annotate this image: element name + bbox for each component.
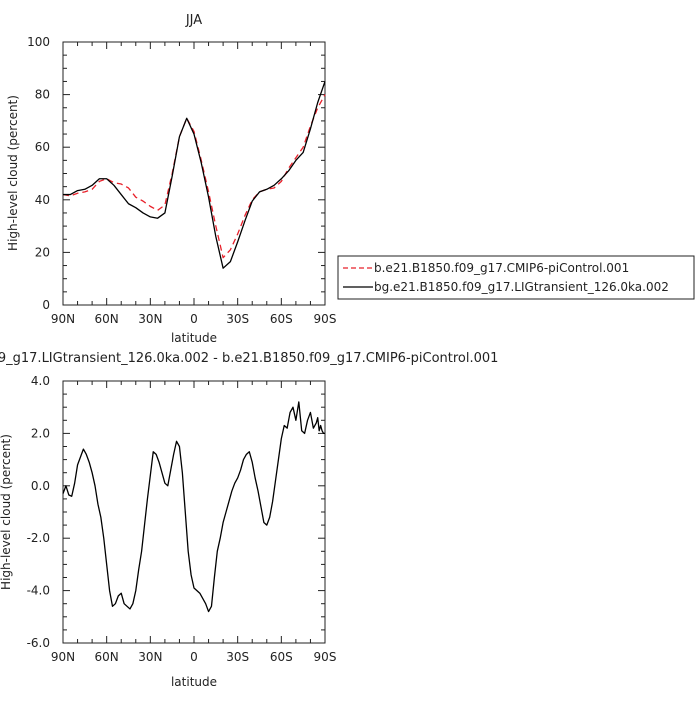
panel-top-y-axis-title: High-level cloud (percent) [6,95,20,251]
panel-bottom-y-axis-title: High-level cloud (percent) [0,434,13,590]
panel-bottom-x-tick-label: 30N [138,650,162,664]
panel-top-series-line-2 [63,81,326,269]
panel-bottom-series-line-1 [62,401,325,613]
panel-top-y-tick-label: 20 [35,245,50,259]
panel-bottom-series [62,401,325,613]
panel-bottom-x-tick-label: 30S [226,650,249,664]
panel-bottom-x-tick-label: 60S [270,650,293,664]
panel-top-y-tick-label: 80 [35,88,50,102]
panel-top-y-tick-label: 60 [35,140,50,154]
panel-bottom-title: bg.e21.B1850.f09_g17.LIGtransient_126.0k… [0,351,498,366]
panel-bottom-y-tick-label: -4.0 [27,584,50,598]
panel-bottom-y-tick-label: -6.0 [27,636,50,650]
panel-top-y-tick-label: 100 [27,35,50,49]
panel-top-x-tick-label: 30N [138,312,162,326]
panel-top-x-tick-label: 90S [314,312,337,326]
legend-label-lig: bg.e21.B1850.f09_g17.LIGtransient_126.0k… [374,280,669,294]
panel-bottom-x-tick-label: 90N [51,650,75,664]
panel-top-title: JJA [185,13,202,28]
panel-top-series-line-1 [62,94,326,259]
panel-bottom: bg.e21.B1850.f09_g17.LIGtransient_126.0k… [0,351,498,689]
panel-bottom-x-axis-title: latitude [171,675,217,689]
panel-bottom-x-tick-label: 0 [190,650,198,664]
panel-bottom-y-tick-label: -2.0 [27,531,50,545]
panel-bottom-x-tick-label: 90S [314,650,337,664]
panel-bottom-y-tick-label: 0.0 [31,479,50,493]
panel-top-y-tick-label: 40 [35,193,50,207]
panel-bottom-plot-frame [62,380,326,644]
panel-top-x-tick-label: 0 [190,312,198,326]
panel-bottom-y-tick-label: 2.0 [31,426,50,440]
panel-bottom-y-tick-label: 4.0 [31,374,50,388]
panel-bottom-x-tick-label: 60N [95,650,119,664]
panel-top-x-axis-title: latitude [171,331,217,345]
panel-bottom-axes: 90N 60N 30N 0 30S 60S 90S -6.0 -4.0 -2.0 0.0 2.0 4.0 [27,374,337,664]
panel-top-series [62,81,326,269]
legend: b.e21.B1850.f09_g17.CMIP6-piControl.001 … [337,255,695,300]
panel-top-x-tick-label: 30S [226,312,249,326]
panel-top: JJA 90N 60N 30N 0 30S 60S 90S 0 20 40 60 80 100 lati… [6,13,336,345]
legend-box [337,255,695,300]
panel-top-x-tick-label: 60S [270,312,293,326]
panel-top-x-tick-label: 60N [95,312,119,326]
panel-top-x-tick-label: 90N [51,312,75,326]
panel-top-y-tick-label: 0 [42,298,50,312]
legend-label-control: b.e21.B1850.f09_g17.CMIP6-piControl.001 [374,261,629,275]
panel-top-axes: 90N 60N 30N 0 30S 60S 90S 0 20 40 60 80 100 [27,35,336,326]
